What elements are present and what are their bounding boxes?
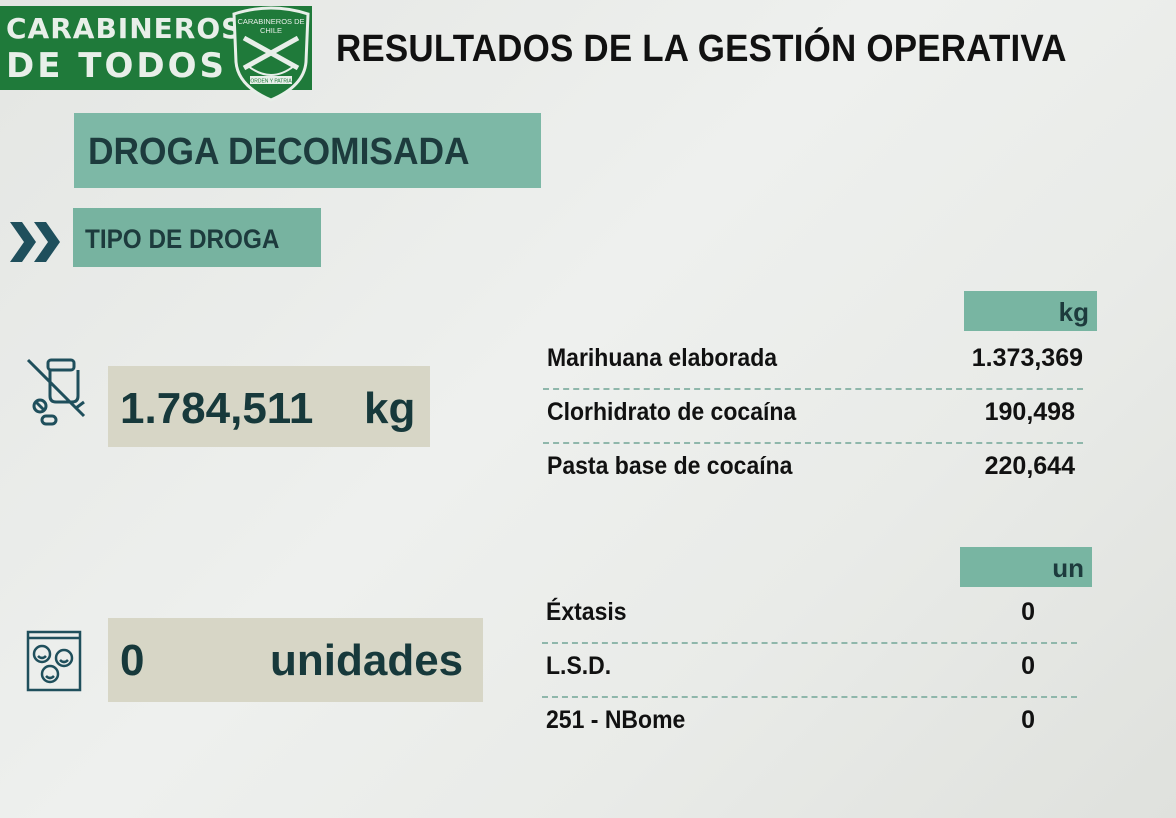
total-weight-box: 1.784,511 kg [108, 366, 430, 447]
section-title: DROGA DECOMISADA [88, 131, 470, 173]
table-row: Marihuana elaborada 1.373,369 [543, 334, 1083, 390]
drug-amount: 190,498 [984, 398, 1075, 426]
double-chevron-right-icon [10, 222, 60, 262]
drug-name: Marihuana elaborada [547, 344, 778, 372]
total-units-value: 0 [120, 636, 145, 685]
total-units-unit: unidades [270, 636, 464, 685]
carabineros-logo: CARABINEROS DE TODOS CARABINEROS DE CHIL… [0, 6, 312, 102]
units-unit-header: un [960, 547, 1092, 587]
units-unit-label: un [1052, 553, 1084, 583]
drug-type-label-box: TIPO DE DROGA [73, 208, 321, 267]
logo-line-1: CARABINEROS [6, 12, 243, 45]
table-row: Clorhidrato de cocaína 190,498 [543, 388, 1083, 444]
carabineros-shield-icon: CARABINEROS DE CHILE ORDEN Y PATRIA [232, 6, 310, 102]
logo-line-2: DE TODOS [6, 46, 227, 86]
total-units-box: 0 unidades [108, 618, 483, 702]
table-row: L.S.D. 0 [542, 642, 1077, 698]
drug-amount: 0 [1021, 652, 1035, 680]
drug-name: Éxtasis [546, 598, 627, 626]
drug-amount: 0 [1021, 598, 1035, 626]
drug-name: 251 - NBome [546, 706, 686, 734]
total-weight-value: 1.784,511 [120, 384, 314, 433]
drug-type-label: TIPO DE DROGA [85, 224, 280, 254]
weight-unit-header: kg [964, 291, 1097, 331]
table-row: Pasta base de cocaína 220,644 [543, 442, 1083, 496]
svg-text:CHILE: CHILE [260, 26, 282, 35]
section-header: DROGA DECOMISADA [74, 113, 541, 188]
weight-unit-label: kg [1058, 297, 1089, 327]
table-row: Éxtasis 0 [542, 588, 1077, 644]
svg-text:ORDEN Y PATRIA: ORDEN Y PATRIA [250, 79, 292, 85]
pill-bag-icon [26, 630, 82, 692]
drug-name: L.S.D. [546, 652, 612, 680]
drug-amount: 1.373,369 [971, 344, 1083, 372]
svg-text:CARABINEROS DE: CARABINEROS DE [237, 17, 304, 26]
total-weight-unit: kg [364, 384, 416, 433]
drug-name: Clorhidrato de cocaína [547, 398, 797, 426]
page-title: RESULTADOS DE LA GESTIÓN OPERATIVA [336, 28, 1067, 70]
table-row: 251 - NBome 0 [542, 696, 1077, 750]
drug-amount: 220,644 [984, 452, 1075, 480]
drug-amount: 0 [1021, 706, 1035, 734]
syringe-pills-icon [26, 358, 86, 426]
drug-name: Pasta base de cocaína [547, 452, 793, 480]
